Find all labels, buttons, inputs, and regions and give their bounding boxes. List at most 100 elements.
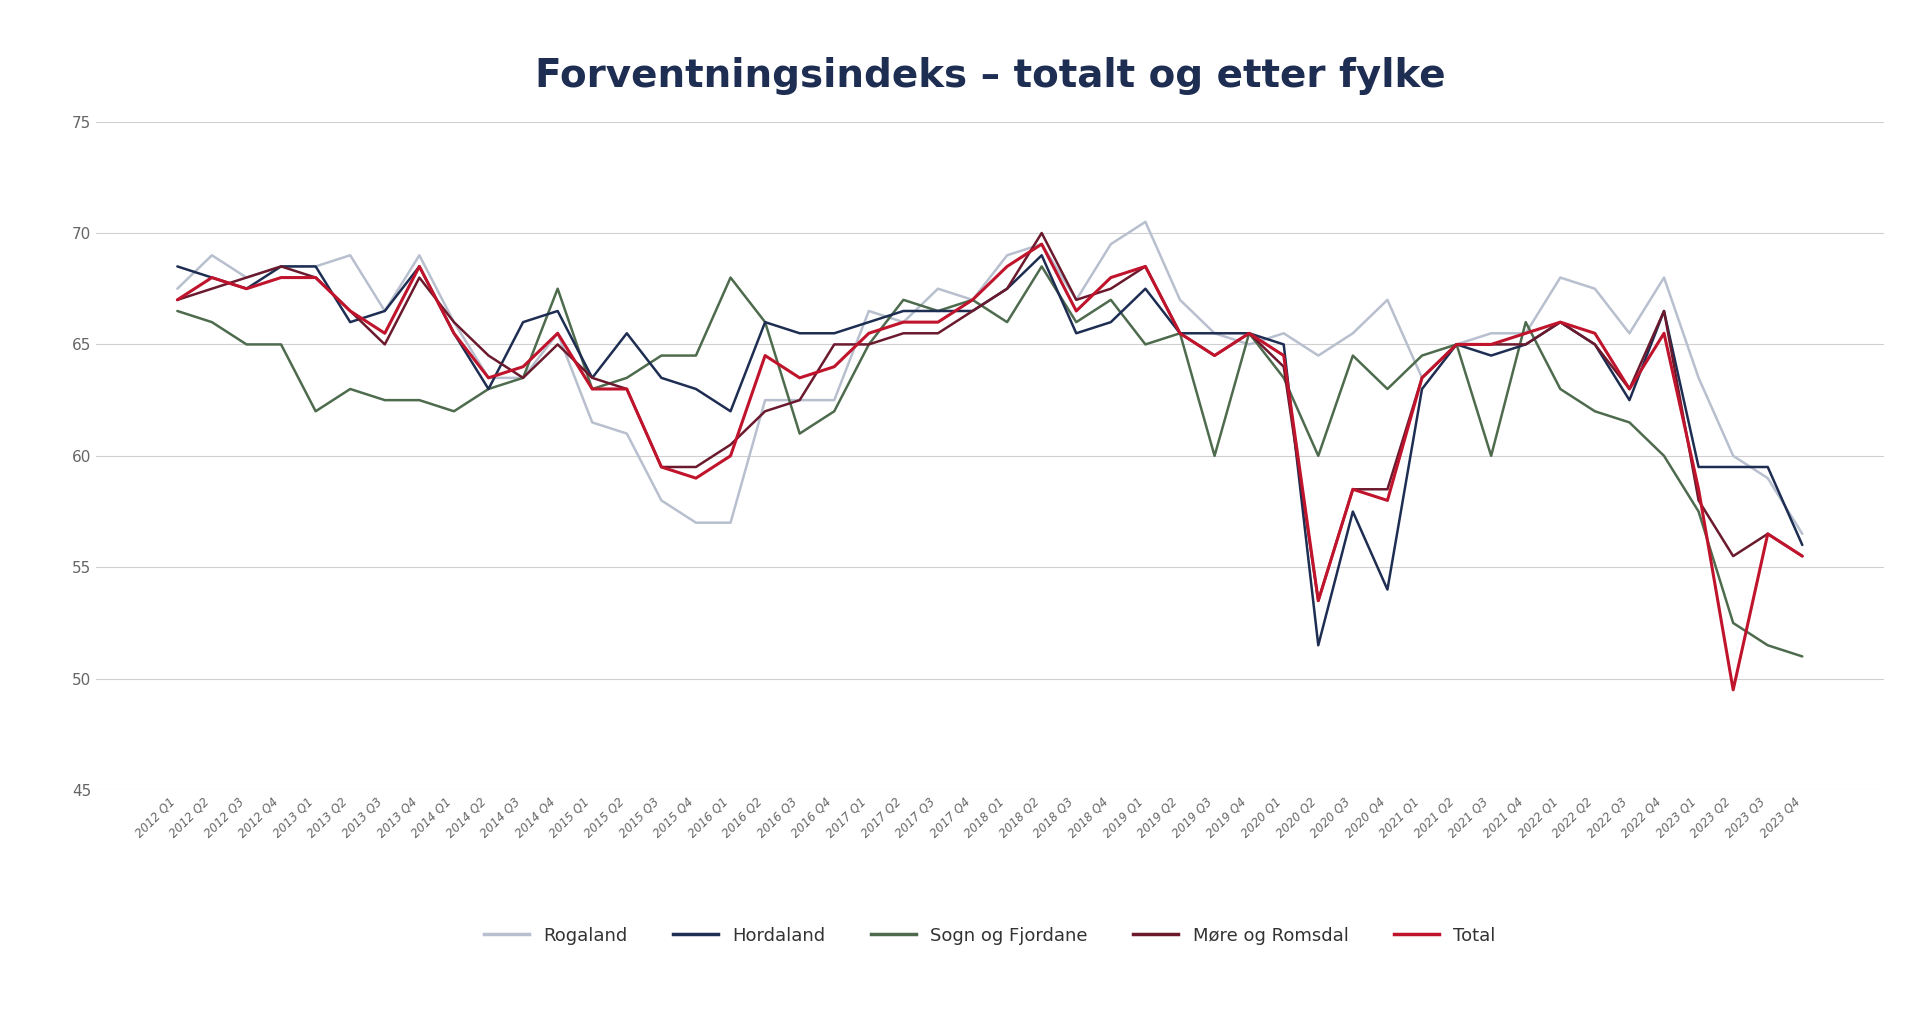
Total <box>546 327 569 339</box>
Rogaland <box>1722 450 1745 462</box>
Total <box>1169 327 1192 339</box>
Møre og Romsdal <box>1411 372 1434 384</box>
Møre og Romsdal <box>1030 227 1053 239</box>
Sogn og Fjordane <box>580 383 604 395</box>
Møre og Romsdal <box>1099 283 1122 295</box>
Møre og Romsdal <box>892 327 915 339</box>
Total <box>1376 494 1399 506</box>
Hordaland <box>926 305 949 317</box>
Sogn og Fjordane <box>961 294 984 306</box>
Sogn og Fjordane <box>1791 650 1814 663</box>
Møre og Romsdal <box>1376 483 1399 495</box>
Total <box>1549 316 1572 328</box>
Total <box>580 383 604 395</box>
Møre og Romsdal <box>1688 494 1711 506</box>
Sogn og Fjordane <box>1722 617 1745 629</box>
Møre og Romsdal <box>1169 327 1192 339</box>
Møre og Romsdal <box>1445 338 1468 350</box>
Rogaland <box>857 305 880 317</box>
Sogn og Fjordane <box>338 383 361 395</box>
Sogn og Fjordane <box>892 294 915 306</box>
Rogaland <box>200 249 223 261</box>
Rogaland <box>580 416 604 428</box>
Total <box>338 305 361 317</box>
Møre og Romsdal <box>996 283 1019 295</box>
Total <box>650 461 673 473</box>
Hordaland <box>961 305 984 317</box>
Rogaland <box>1134 216 1157 228</box>
Total <box>477 372 500 384</box>
Total <box>269 271 292 284</box>
Møre og Romsdal <box>1342 483 1365 495</box>
Møre og Romsdal <box>373 338 396 350</box>
Sogn og Fjordane <box>1688 505 1711 518</box>
Rogaland <box>823 394 846 406</box>
Sogn og Fjordane <box>684 349 707 362</box>
Rogaland <box>1272 327 1295 339</box>
Hordaland <box>511 316 534 328</box>
Møre og Romsdal <box>1618 383 1641 395</box>
Hordaland <box>857 316 880 328</box>
Hordaland <box>1445 338 1468 350</box>
Total <box>1757 528 1780 540</box>
Total <box>996 260 1019 272</box>
Total <box>1203 349 1226 362</box>
Møre og Romsdal <box>580 372 604 384</box>
Hordaland <box>546 305 569 317</box>
Møre og Romsdal <box>200 283 223 295</box>
Møre og Romsdal <box>684 461 707 473</box>
Rogaland <box>926 283 949 295</box>
Total <box>1030 238 1053 250</box>
Møre og Romsdal <box>1757 528 1780 540</box>
Sogn og Fjordane <box>823 405 846 417</box>
Line: Hordaland: Hordaland <box>177 255 1803 645</box>
Rogaland <box>961 294 984 306</box>
Sogn og Fjordane <box>1445 338 1468 350</box>
Hordaland <box>269 260 292 272</box>
Title: Forventningsindeks – totalt og etter fylke: Forventningsindeks – totalt og etter fyl… <box>534 57 1445 95</box>
Rogaland <box>1549 271 1572 284</box>
Total <box>1342 483 1365 495</box>
Hordaland <box>1515 338 1538 350</box>
Sogn og Fjordane <box>1272 372 1295 384</box>
Hordaland <box>1411 383 1434 395</box>
Møre og Romsdal <box>1791 550 1814 562</box>
Rogaland <box>892 316 915 328</box>
Sogn og Fjordane <box>788 427 811 440</box>
Hordaland <box>1376 583 1399 596</box>
Rogaland <box>511 372 534 384</box>
Rogaland <box>650 494 673 506</box>
Rogaland <box>1030 238 1053 250</box>
Rogaland <box>234 271 258 284</box>
Rogaland <box>546 327 569 339</box>
Hordaland <box>1342 505 1365 518</box>
Sogn og Fjordane <box>1411 349 1434 362</box>
Sogn og Fjordane <box>1618 416 1641 428</box>
Hordaland <box>442 327 465 339</box>
Sogn og Fjordane <box>200 316 223 328</box>
Total <box>1584 327 1607 339</box>
Total <box>1618 383 1641 395</box>
Hordaland <box>1203 327 1226 339</box>
Møre og Romsdal <box>1549 316 1572 328</box>
Møre og Romsdal <box>615 383 638 395</box>
Hordaland <box>1238 327 1261 339</box>
Hordaland <box>753 316 776 328</box>
Total <box>1653 327 1676 339</box>
Rogaland <box>684 517 707 529</box>
Total <box>511 361 534 373</box>
Hordaland <box>1791 539 1814 551</box>
Møre og Romsdal <box>1307 595 1330 607</box>
Sogn og Fjordane <box>477 383 500 395</box>
Hordaland <box>615 327 638 339</box>
Møre og Romsdal <box>407 271 431 284</box>
Total <box>1065 305 1088 317</box>
Sogn og Fjordane <box>1238 327 1261 339</box>
Møre og Romsdal <box>1653 305 1676 317</box>
Hordaland <box>477 383 500 395</box>
Rogaland <box>165 283 188 295</box>
Møre og Romsdal <box>1515 338 1538 350</box>
Total <box>1791 550 1814 562</box>
Rogaland <box>1791 528 1814 540</box>
Sogn og Fjordane <box>1099 294 1122 306</box>
